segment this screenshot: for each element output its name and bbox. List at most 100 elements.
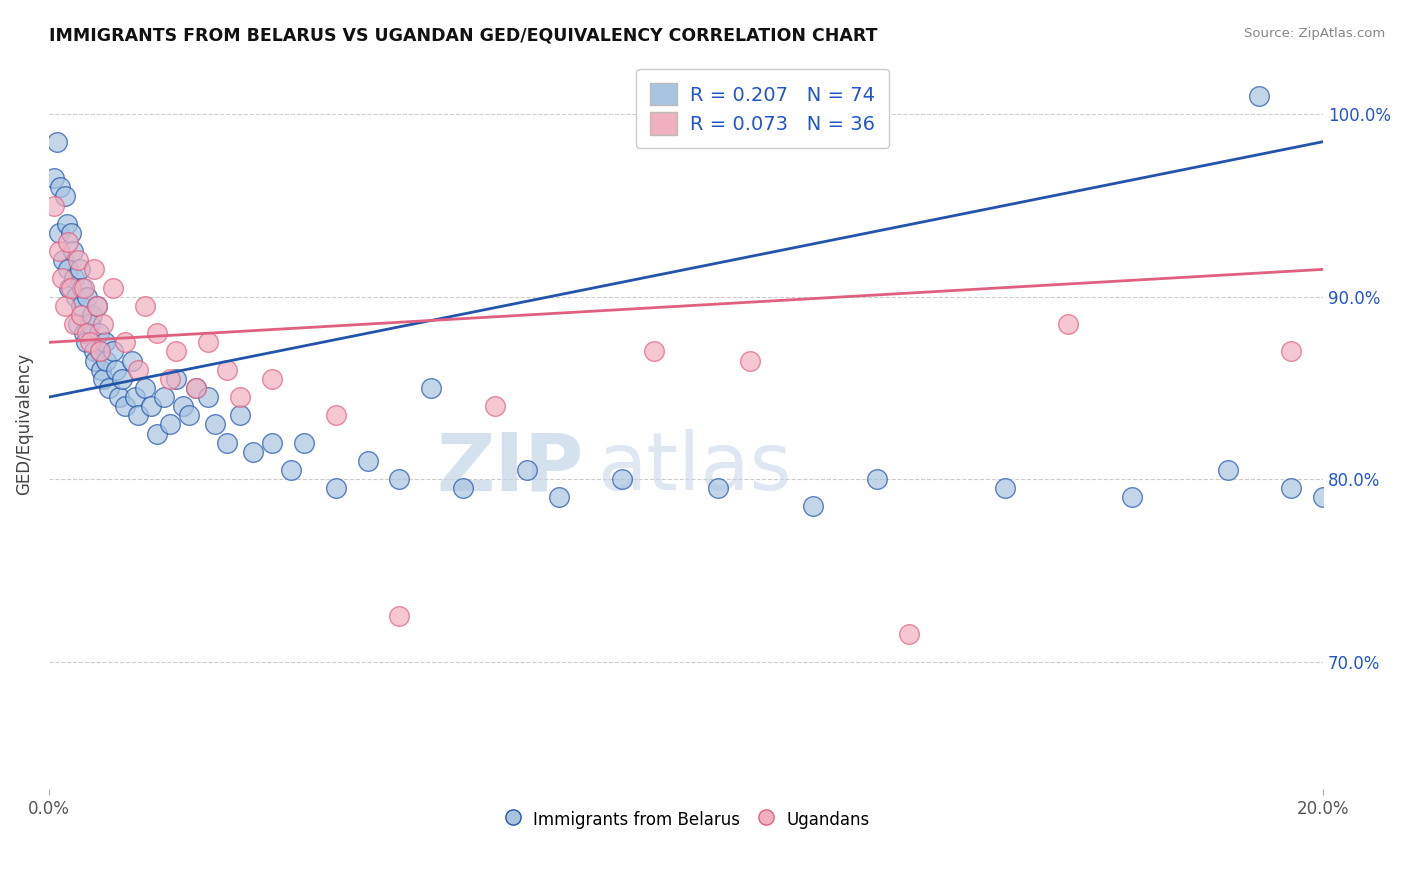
Point bbox=[89, 344, 111, 359]
Point bbox=[94, 335, 117, 350]
Point bbox=[124, 390, 146, 404]
Text: ZIP: ZIP bbox=[437, 429, 583, 508]
Point bbox=[197, 335, 219, 350]
Point bbox=[165, 344, 187, 359]
Point bbox=[114, 335, 136, 350]
Point bbox=[866, 472, 889, 486]
Point bbox=[48, 226, 70, 240]
Point bbox=[197, 390, 219, 404]
Point bbox=[388, 472, 411, 486]
Point bbox=[45, 135, 67, 149]
Point bbox=[803, 500, 825, 514]
Point bbox=[56, 217, 79, 231]
Point bbox=[76, 290, 98, 304]
Point bbox=[49, 180, 72, 194]
Point bbox=[184, 381, 207, 395]
Point bbox=[58, 280, 80, 294]
Point bbox=[83, 344, 105, 359]
Point bbox=[260, 372, 283, 386]
Point bbox=[1216, 463, 1239, 477]
Point bbox=[484, 399, 506, 413]
Point bbox=[356, 454, 378, 468]
Point bbox=[73, 280, 96, 294]
Point bbox=[159, 417, 181, 432]
Point bbox=[56, 262, 79, 277]
Point bbox=[60, 280, 83, 294]
Point bbox=[108, 390, 131, 404]
Point bbox=[165, 372, 187, 386]
Text: atlas: atlas bbox=[598, 429, 792, 508]
Point bbox=[101, 344, 124, 359]
Point bbox=[127, 362, 149, 376]
Point bbox=[179, 409, 201, 423]
Point bbox=[159, 372, 181, 386]
Point bbox=[1312, 491, 1334, 505]
Legend: Immigrants from Belarus, Ugandans: Immigrants from Belarus, Ugandans bbox=[496, 803, 876, 836]
Point bbox=[1279, 344, 1302, 359]
Point bbox=[83, 353, 105, 368]
Point bbox=[65, 290, 87, 304]
Point bbox=[643, 344, 665, 359]
Point bbox=[60, 226, 83, 240]
Point bbox=[66, 317, 89, 331]
Point bbox=[420, 381, 443, 395]
Point bbox=[79, 317, 101, 331]
Point bbox=[738, 353, 761, 368]
Point bbox=[280, 463, 302, 477]
Point bbox=[612, 472, 634, 486]
Point bbox=[75, 335, 97, 350]
Point bbox=[1249, 89, 1271, 103]
Point bbox=[217, 435, 239, 450]
Point bbox=[172, 399, 194, 413]
Point bbox=[53, 189, 76, 203]
Point bbox=[42, 171, 65, 186]
Point bbox=[114, 399, 136, 413]
Point bbox=[547, 491, 569, 505]
Y-axis label: GED/Equivalency: GED/Equivalency bbox=[15, 353, 32, 495]
Point bbox=[388, 609, 411, 624]
Point bbox=[242, 444, 264, 458]
Point bbox=[86, 299, 108, 313]
Point bbox=[69, 299, 91, 313]
Point bbox=[91, 317, 114, 331]
Point bbox=[69, 262, 91, 277]
Point bbox=[1279, 481, 1302, 495]
Point bbox=[127, 409, 149, 423]
Point bbox=[146, 326, 169, 341]
Point bbox=[66, 253, 89, 268]
Point bbox=[292, 435, 315, 450]
Point bbox=[121, 353, 143, 368]
Point bbox=[63, 317, 86, 331]
Text: Source: ZipAtlas.com: Source: ZipAtlas.com bbox=[1244, 27, 1385, 40]
Point bbox=[217, 362, 239, 376]
Point bbox=[76, 326, 98, 341]
Point bbox=[52, 253, 75, 268]
Point bbox=[134, 381, 156, 395]
Point bbox=[98, 381, 121, 395]
Point bbox=[63, 271, 86, 285]
Point bbox=[79, 335, 101, 350]
Point bbox=[325, 481, 347, 495]
Point bbox=[204, 417, 226, 432]
Point bbox=[82, 308, 104, 322]
Point bbox=[152, 390, 174, 404]
Point bbox=[1057, 317, 1080, 331]
Point bbox=[111, 372, 134, 386]
Point bbox=[56, 235, 79, 249]
Point bbox=[70, 280, 93, 294]
Point bbox=[86, 299, 108, 313]
Point bbox=[994, 481, 1017, 495]
Point bbox=[139, 399, 162, 413]
Point bbox=[184, 381, 207, 395]
Point bbox=[89, 344, 111, 359]
Point bbox=[48, 244, 70, 259]
Point bbox=[83, 262, 105, 277]
Point bbox=[101, 280, 124, 294]
Point bbox=[91, 372, 114, 386]
Point bbox=[260, 435, 283, 450]
Point bbox=[51, 271, 73, 285]
Point bbox=[1121, 491, 1143, 505]
Point bbox=[69, 308, 91, 322]
Point bbox=[90, 362, 112, 376]
Point bbox=[146, 426, 169, 441]
